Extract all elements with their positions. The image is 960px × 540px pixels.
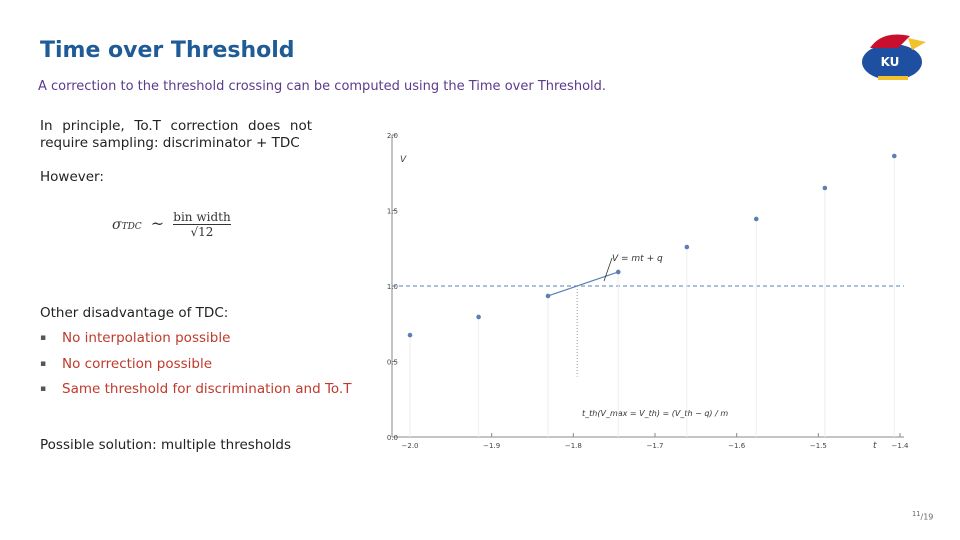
crossing-label: t_th(V_max = V_th) = (V_th − q) / m — [582, 409, 728, 418]
logo-body — [862, 44, 922, 80]
bullet: Same threshold for discrimination and To… — [62, 381, 352, 397]
y-axis-label: V — [400, 155, 407, 165]
y-tick-label: 0.5 — [387, 359, 398, 367]
x-tick-label: −1.7 — [647, 442, 664, 450]
fit-line — [547, 271, 619, 297]
x-axis-label: t — [873, 441, 877, 451]
relation: ~ — [150, 214, 165, 233]
logo-feet — [878, 76, 908, 80]
title: Time over Threshold — [40, 38, 295, 63]
point — [822, 185, 828, 191]
page-current: 11 — [912, 510, 921, 518]
bullet-marker: ▪ — [40, 358, 47, 369]
bullet: No correction possible — [62, 355, 213, 372]
y-tick-label: 0.0 — [387, 434, 398, 442]
bullet-marker: ▪ — [40, 333, 47, 343]
page-number: 11/19 — [912, 510, 934, 522]
point — [684, 244, 690, 250]
y-tick-label: 2.0 — [387, 132, 398, 140]
intro: In principle, To.T correction does not r… — [40, 118, 312, 151]
solution: Possible solution: multiple thresholds — [40, 437, 291, 453]
x-tick-label: −1.9 — [483, 442, 500, 450]
disadvantage: Other disadvantage of TDC: — [40, 305, 229, 321]
denominator: √12 — [190, 225, 214, 239]
fit-pointer — [603, 257, 613, 282]
x-tick-label: −1.8 — [565, 442, 582, 450]
point — [476, 314, 481, 320]
point — [407, 332, 413, 338]
fraction: bin width √12 — [173, 210, 231, 239]
point — [545, 293, 551, 299]
x-tick-label: −1.4 — [892, 442, 910, 450]
x-tick-label: −2.0 — [402, 442, 419, 450]
page-total: 19 — [923, 512, 934, 522]
however: However: — [40, 169, 104, 185]
point — [753, 216, 759, 222]
x-tick-label: −1.6 — [728, 442, 746, 450]
logo-head — [870, 34, 910, 48]
fit-label: V = mt + q — [612, 254, 663, 264]
x-tick-label: −1.5 — [810, 442, 827, 450]
bullet: No interpolation possible — [62, 330, 231, 346]
formula: σTDC ~ bin width √12 — [112, 210, 231, 239]
numerator: bin width — [173, 210, 231, 225]
logo-text: KU — [881, 55, 900, 69]
subscript: TDC — [121, 222, 142, 232]
point — [615, 269, 621, 275]
bullet-marker: ▪ — [40, 384, 47, 394]
point — [891, 153, 897, 159]
sigma: σ — [112, 217, 122, 233]
y-tick-label: 1.0 — [387, 283, 398, 291]
logo: KU — [862, 34, 926, 80]
y-tick-label: 1.5 — [387, 208, 398, 216]
subtitle: A correction to the threshold crossing c… — [38, 79, 607, 94]
logo-beak — [908, 38, 926, 50]
